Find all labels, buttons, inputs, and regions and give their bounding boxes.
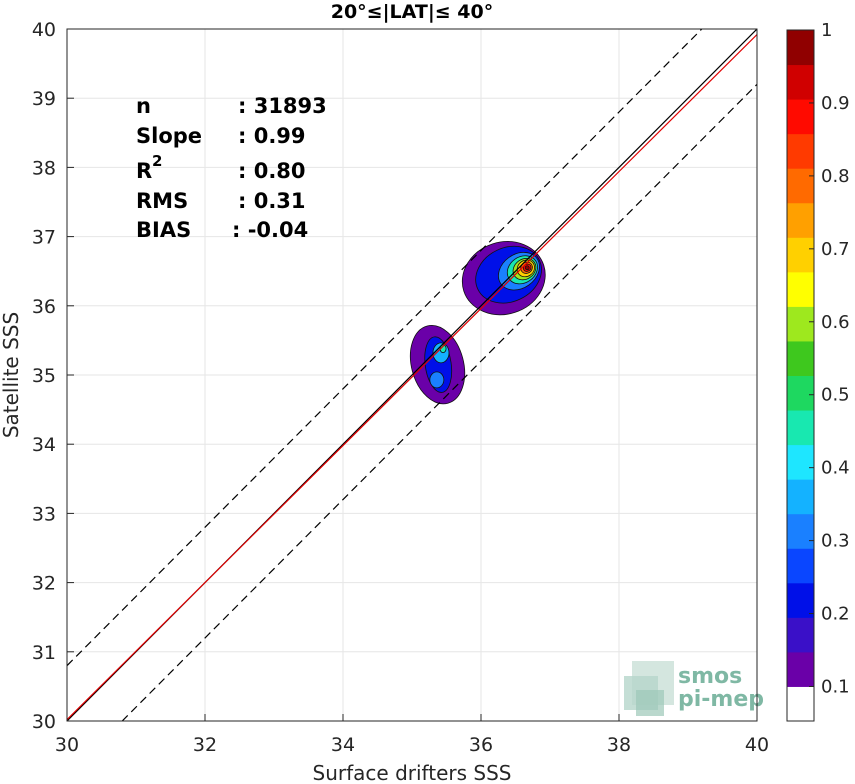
stat-bias-value: : -0.04 [232, 218, 308, 242]
x-tick-label: 32 [193, 734, 217, 756]
colorbar-swatch [787, 617, 814, 653]
colorbar-swatch [787, 64, 814, 100]
y-tick-label: 36 [32, 296, 56, 318]
colorbar-swatch [787, 271, 814, 307]
smos-pimep-logo: smos pi-mep [624, 661, 764, 716]
colorbar-swatch [787, 582, 814, 618]
logo-text-pimep: pi-mep [678, 687, 764, 712]
line-upper-bound [67, 29, 703, 667]
colorbar-swatch [787, 479, 814, 515]
colorbar-tick-label: 1 [821, 20, 832, 41]
reference-lines [67, 29, 757, 721]
x-axis-ticks: 30 32 34 36 38 40 [55, 714, 769, 756]
y-tick-label: 32 [32, 573, 56, 595]
y-axis-label: Satellite SSS [0, 312, 23, 438]
line-lower-bound [121, 83, 757, 721]
x-tick-label: 34 [331, 734, 355, 756]
colorbar-swatch [787, 444, 814, 480]
colorbar-swatch [787, 651, 814, 687]
colorbar-swatch [787, 375, 814, 411]
stat-bias-label: BIAS [136, 218, 191, 242]
colorbar-swatch [787, 168, 814, 204]
colorbar-tick-label: 0.9 [821, 93, 850, 114]
colorbar-swatch [787, 548, 814, 584]
colorbar-swatch [787, 202, 814, 238]
stat-n-label: n [136, 94, 151, 118]
x-tick-label: 36 [469, 734, 493, 756]
y-tick-label: 40 [32, 19, 56, 41]
contour-upper-cluster [524, 265, 530, 271]
colorbar-swatch [787, 99, 814, 135]
colorbar-tick-label: 0.4 [821, 458, 850, 479]
x-axis-label: Surface drifters SSS [313, 761, 512, 784]
y-tick-label: 35 [32, 365, 56, 387]
colorbar: 0.1 0.2 0.3 0.4 0.5 0.6 0.7 0.8 0.9 1 [786, 20, 850, 722]
colorbar-tick-label: 0.3 [821, 531, 850, 552]
colorbar-swatch [787, 306, 814, 342]
x-tick-label: 40 [745, 734, 769, 756]
stats-annotation: n : 31893 Slope : 0.99 R 2 : 0.80 RMS : … [136, 94, 327, 242]
colorbar-swatch [787, 133, 814, 169]
x-tick-label: 30 [55, 734, 79, 756]
x-tick-label: 38 [607, 734, 631, 756]
y-tick-label: 38 [32, 157, 56, 179]
stat-rms-label: RMS [136, 189, 188, 213]
colorbar-swatch [787, 30, 814, 66]
contour-lower-cluster [429, 371, 445, 389]
stat-slope-label: Slope [136, 124, 202, 148]
y-tick-label: 30 [32, 711, 56, 733]
colorbar-tick-label: 0.2 [821, 604, 850, 625]
logo-text-smos: smos [678, 664, 742, 689]
colorbar-frame [786, 29, 815, 722]
colorbar-tick-label: 0.5 [821, 385, 850, 406]
stat-slope-value: : 0.99 [238, 124, 306, 148]
stat-r2-label: R [136, 159, 152, 183]
colorbar-swatch [787, 340, 814, 376]
y-tick-label: 39 [32, 88, 56, 110]
chart-title: 20°≤|LAT|≤ 40° [331, 1, 494, 23]
stat-r2-superscript: 2 [152, 152, 162, 170]
line-fit [67, 34, 757, 721]
colorbar-tick-label: 0.8 [821, 166, 850, 187]
colorbar-tick-label: 0.7 [821, 239, 850, 260]
stat-n-value: : 31893 [238, 94, 327, 118]
colorbar-swatch [787, 513, 814, 549]
y-tick-label: 34 [32, 434, 56, 456]
gridlines [66, 28, 758, 722]
colorbar-swatch [787, 237, 814, 273]
y-axis-ticks: 30 31 32 33 34 35 36 37 38 39 40 [32, 19, 74, 733]
y-tick-label: 31 [32, 642, 56, 664]
colorbar-tick-label: 0.1 [821, 677, 850, 698]
stat-r2-value: : 0.80 [238, 159, 306, 183]
colorbar-tick-label: 0.6 [821, 312, 850, 333]
y-tick-label: 33 [32, 503, 56, 525]
stat-rms-value: : 0.31 [238, 189, 306, 213]
y-tick-label: 37 [32, 227, 56, 249]
logo-wave-icon [624, 661, 674, 716]
colorbar-swatch [787, 410, 814, 446]
colorbar-swatch [787, 686, 814, 722]
